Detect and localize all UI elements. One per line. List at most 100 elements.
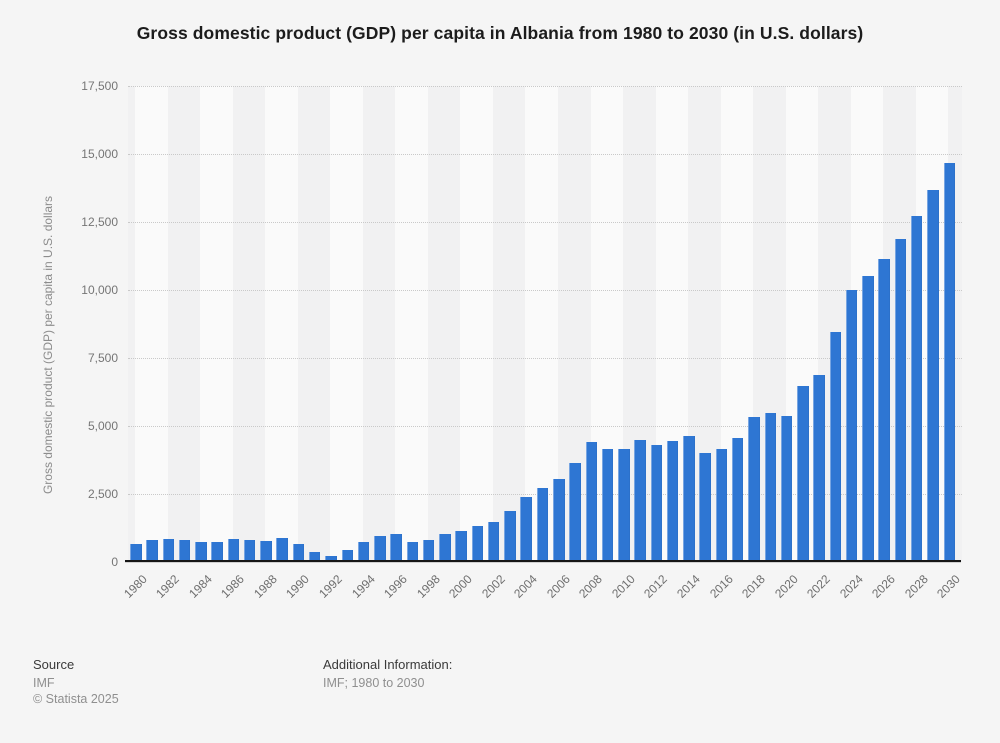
bar-2016[interactable] (715, 449, 728, 562)
x-tick-label: 2024 (836, 572, 866, 601)
x-tick-label: 1988 (251, 572, 280, 601)
x-tick-label: 1994 (348, 572, 378, 601)
bar-2015[interactable] (699, 453, 711, 562)
bar-2005[interactable] (536, 488, 549, 562)
plot-stripe (330, 86, 363, 562)
bar-2009[interactable] (601, 449, 614, 562)
copyright-notice: © Statista 2025 (33, 692, 119, 706)
bar-2010[interactable] (618, 449, 630, 562)
x-tick-label: 2002 (478, 572, 508, 601)
bar-1992[interactable] (325, 555, 337, 562)
x-tick-label: 2004 (511, 572, 541, 601)
bar-2028[interactable] (910, 215, 923, 562)
gridline (128, 426, 962, 427)
x-tick-label: 1980 (120, 572, 150, 601)
gridline (128, 290, 962, 291)
y-tick-label: 12,500 (81, 214, 118, 229)
bar-2029[interactable] (927, 190, 939, 562)
bar-1987[interactable] (243, 540, 256, 562)
bar-1994[interactable] (357, 542, 370, 562)
bar-2018[interactable] (748, 416, 760, 562)
bar-2021[interactable] (797, 386, 809, 562)
x-tick-label: 2012 (641, 572, 671, 601)
bar-2019[interactable] (764, 413, 777, 562)
x-tick-label: 1998 (413, 572, 443, 601)
bar-1995[interactable] (374, 535, 386, 562)
y-tick-label: 17,500 (81, 78, 118, 93)
plot-stripe (265, 86, 298, 562)
bar-2027[interactable] (894, 239, 907, 562)
plot-stripe (460, 86, 493, 562)
bar-2003[interactable] (504, 511, 516, 562)
bar-1999[interactable] (439, 534, 451, 562)
chart-title: Gross domestic product (GDP) per capita … (136, 23, 864, 43)
bar-1991[interactable] (308, 551, 321, 562)
bar-2017[interactable] (731, 437, 744, 562)
x-tick-label: 1986 (218, 572, 248, 601)
y-tick-label: 7,500 (87, 350, 118, 365)
bar-1983[interactable] (178, 540, 191, 562)
y-tick-label: 10,000 (81, 282, 118, 297)
bar-2006[interactable] (553, 479, 565, 562)
x-axis-line (125, 560, 961, 562)
bar-2011[interactable] (634, 440, 646, 562)
plot-stripe (135, 86, 168, 562)
additional-info-block: Additional Information: IMF; 1980 to 203… (323, 657, 452, 691)
bar-1998[interactable] (422, 539, 435, 562)
bar-2022[interactable] (813, 375, 825, 562)
x-tick-label: 2014 (674, 572, 703, 601)
bar-1986[interactable] (227, 538, 240, 562)
bar-1980[interactable] (130, 543, 142, 562)
x-tick-label: 2026 (869, 572, 899, 601)
bar-2007[interactable] (569, 463, 581, 562)
bar-1985[interactable] (211, 541, 223, 562)
bar-2023[interactable] (829, 331, 842, 562)
bar-2026[interactable] (878, 259, 890, 562)
bar-2008[interactable] (585, 441, 598, 562)
x-tick-label: 1984 (185, 572, 215, 601)
x-tick-label: 2030 (934, 572, 964, 601)
bar-1989[interactable] (276, 538, 288, 562)
bar-1981[interactable] (146, 540, 158, 562)
y-tick-label: 5,000 (87, 418, 118, 433)
y-tick-label: 2,500 (87, 486, 118, 501)
x-tick-label: 2008 (576, 572, 606, 601)
bar-2000[interactable] (455, 531, 467, 562)
bar-2025[interactable] (862, 276, 874, 562)
bar-1984[interactable] (195, 542, 207, 562)
bar-2013[interactable] (666, 441, 679, 562)
bar-2001[interactable] (471, 526, 484, 562)
bar-2012[interactable] (650, 444, 663, 562)
bar-1996[interactable] (390, 534, 402, 562)
source-block: Source IMF © Statista 2025 (33, 657, 119, 707)
bar-2014[interactable] (683, 436, 695, 562)
x-tick-label: 2028 (901, 572, 931, 601)
bar-2004[interactable] (520, 496, 532, 562)
y-tick-label: 15,000 (81, 146, 118, 161)
bar-1990[interactable] (292, 543, 305, 562)
bar-2024[interactable] (845, 290, 858, 562)
bar-1993[interactable] (341, 550, 353, 562)
source-label: Source (33, 657, 75, 672)
x-tick-label: 1990 (283, 572, 313, 601)
gridline (128, 222, 962, 223)
bar-1982[interactable] (162, 539, 175, 562)
gridline (128, 154, 962, 155)
bar-2002[interactable] (487, 521, 500, 562)
x-tick-label: 2010 (608, 572, 638, 601)
x-tick-label: 2020 (771, 572, 801, 601)
x-tick-label: 1992 (316, 572, 345, 601)
bar-2020[interactable] (780, 415, 793, 562)
plot-area (128, 86, 962, 562)
gridline (128, 358, 962, 359)
y-tick-label: 0 (111, 554, 118, 569)
plot-stripe (525, 86, 558, 562)
x-tick-label: 2006 (543, 572, 573, 601)
bar-1988[interactable] (260, 540, 272, 562)
source-value: IMF (33, 676, 55, 690)
bar-1997[interactable] (406, 542, 419, 562)
bar-2030[interactable] (943, 163, 955, 562)
y-axis-title: Gross domestic product (GDP) per capita … (41, 195, 55, 495)
plot-stripe (200, 86, 233, 562)
